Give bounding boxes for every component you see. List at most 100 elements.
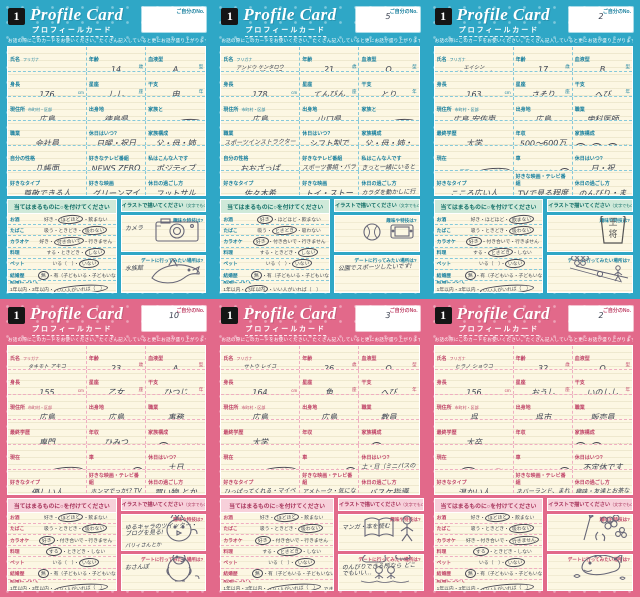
field-value: 21 (324, 64, 335, 71)
field-星座: 星座 しし 座 (87, 71, 147, 96)
illustration-section: イラストで描いてください（文字でもOK!） 趣味や特技は?マンガ・本を読むデートに… (337, 497, 424, 591)
field-label: 氏名 (436, 57, 447, 63)
ball-game-drawing-icon (361, 219, 417, 250)
field-unit: cm (291, 89, 298, 95)
field-label: 氏名 (223, 355, 234, 362)
field-好きなテレビ番組: 好きなテレビ番組 スポーツ番組・バラエティ (300, 146, 360, 171)
option: 好き (470, 217, 481, 223)
circled-option: 無 (37, 270, 50, 281)
option: ときどき (274, 527, 294, 533)
illustration-header-note: （文字でもOK!） (183, 501, 207, 507)
circled-option: ときどき (487, 247, 513, 258)
field-身長: 身長 164 cm (221, 370, 301, 395)
circled-option: ほどほど (273, 512, 300, 523)
field-label: 氏名 (10, 355, 21, 362)
field-value: てんびん (313, 89, 346, 96)
relax-drawing-icon (357, 554, 421, 589)
field-label: 車 (302, 454, 308, 461)
option: 3年以内 (458, 586, 476, 591)
checklist-row-たばこ: たばこ 吸う・ときどき・吸わない (8, 225, 116, 237)
circled-option: 好き (252, 236, 269, 247)
checklist-row-カラオケ: カラオケ 好き・付き合いで・行きません (221, 535, 333, 547)
circled-option: 一人暮らし (172, 117, 204, 121)
field-value: 32 (537, 363, 548, 370)
circled-option: ひとり暮らし (474, 167, 511, 171)
field-label: 身長 (223, 81, 234, 88)
field-label: 年齢 (302, 57, 313, 63)
field-label: 私はこんな人です (148, 156, 189, 163)
circled-option: しない (84, 247, 106, 258)
field-value: 広島 (38, 114, 56, 121)
field-車: 車有・無 (514, 146, 573, 171)
checklist-row-結婚歴: 結婚歴 無・有（子どもいる・子どもいない） (434, 270, 543, 282)
checklist-options: 1年以内・3年以内・ いい人がいれば（ ）できれば早めに!? (223, 582, 333, 591)
checklist-options: する・ときどき・しない (465, 546, 541, 557)
hobby-box: 趣味や特技は? (333, 215, 420, 253)
field-options: 父・母・兄・弟・姉・妹 (574, 441, 630, 444)
your-number-label: ご自分のNo. (176, 9, 205, 15)
field-職業: 職業 スポーツインストラクター (221, 121, 301, 146)
field-value: グリーンマイル (92, 188, 140, 195)
checklist-label: 結婚歴 (10, 572, 25, 578)
checklist: お酒 好き・ほどほど・飲まないたばこ 吸う・ときどき・吸わないカラオケ 好き・付き合い… (433, 512, 544, 591)
checklist-row-料理: 料理 する・ときどき・しない (434, 247, 543, 259)
field-sublabel: フリガナ (236, 355, 253, 361)
checklist-label: 料理 (223, 549, 233, 555)
form-row: 最終学歴専門年収ひみつ家族構成父・母・兄・弟・姉・妹 (8, 419, 206, 445)
illustration-header-text: イラストで描いてください (121, 203, 184, 209)
field-label: 現住所 (223, 106, 239, 113)
field-label: 休日はいつ? (302, 131, 331, 138)
card-bottom: 当てはまるものに○を付けてくださいお酒 好き・ほどほど・飲まないたばこ 吸う・ときど… (220, 199, 420, 293)
field-家族構成: 家族構成 父・母・姉・弟 (359, 121, 418, 145)
instruction-text: お話の際にこのカードをお使いください。たくさん記入していると更にお話が盛り上がり… (8, 38, 207, 43)
field-家族構成: 家族構成 父・母・姉 (146, 121, 205, 145)
field-職業: 職業 歯科医師 (573, 97, 632, 121)
field-label: 現住所 (10, 106, 26, 113)
field-value: 呉 (469, 413, 478, 419)
field-label: 血液型 (361, 57, 377, 63)
field-options: 有・無 (89, 466, 144, 469)
checklist-label: 結婚について (436, 579, 466, 584)
field-label: 現在 (436, 156, 447, 163)
field-unit: 型 (198, 362, 204, 368)
field-血液型: 血液型 A 型 (146, 346, 205, 370)
your-number-label: ご自分のNo. (176, 307, 205, 314)
checklist-label: ペット (10, 262, 25, 268)
illustration-header-text: イラストで描いてください (121, 501, 184, 508)
option: 1年以内 (10, 288, 28, 292)
your-number-value: 5 (385, 11, 391, 22)
circled-option: 兄 (606, 143, 619, 146)
field-value: ひみつ (103, 437, 129, 444)
illustration-header-text: イラストで描いてください (548, 203, 611, 209)
date-box: デートに行ってみたい場所は? (547, 255, 633, 293)
field-value: 500〜600万 (519, 138, 567, 146)
form-row: 最終学歴大学年収家族構成父・母・兄・弟・姉・妹 (221, 419, 419, 445)
option: する (473, 251, 483, 257)
checklist-row-お酒: お酒 好き・ほどほど・飲まない (8, 214, 116, 226)
field-年収: 年収 (514, 419, 573, 444)
option: 3年以内 (245, 586, 263, 591)
field-好きな映画・テレビ番組: 好きな映画・テレビ番組 TVで見る程度 (514, 171, 573, 195)
field-label: 現住所 (223, 405, 239, 412)
checklist-options: する・ときどき・しない (465, 247, 541, 258)
option: 好き (259, 516, 270, 522)
field-現住所: 現住所 市町村・区部 広島 (221, 96, 301, 121)
date-box: デートに行ってみたい場所は? おさんぽ (120, 553, 207, 591)
field-value: 日・祝 (590, 164, 615, 171)
field-現在: 現在同居・ひとり暮らし (435, 444, 514, 469)
field-value: 呉市 (534, 412, 551, 419)
field-label: 出身地 (515, 106, 531, 113)
field-干支: 干支 へび 年 (573, 72, 632, 96)
circled-option: 一人暮らし (385, 117, 417, 121)
field-現住所: 現住所 市町村・区部 広島 (8, 96, 87, 121)
instruction-text: お話の際にこのカードをお使いください。たくさん記入していると更にお話が盛り上がり… (8, 336, 207, 342)
checklist-header: 当てはまるものに○を付けてください (220, 199, 330, 214)
field-value (302, 438, 356, 439)
checklist-options: 吸う・ときどき・吸わない (465, 225, 541, 236)
option: 好き (43, 516, 54, 522)
